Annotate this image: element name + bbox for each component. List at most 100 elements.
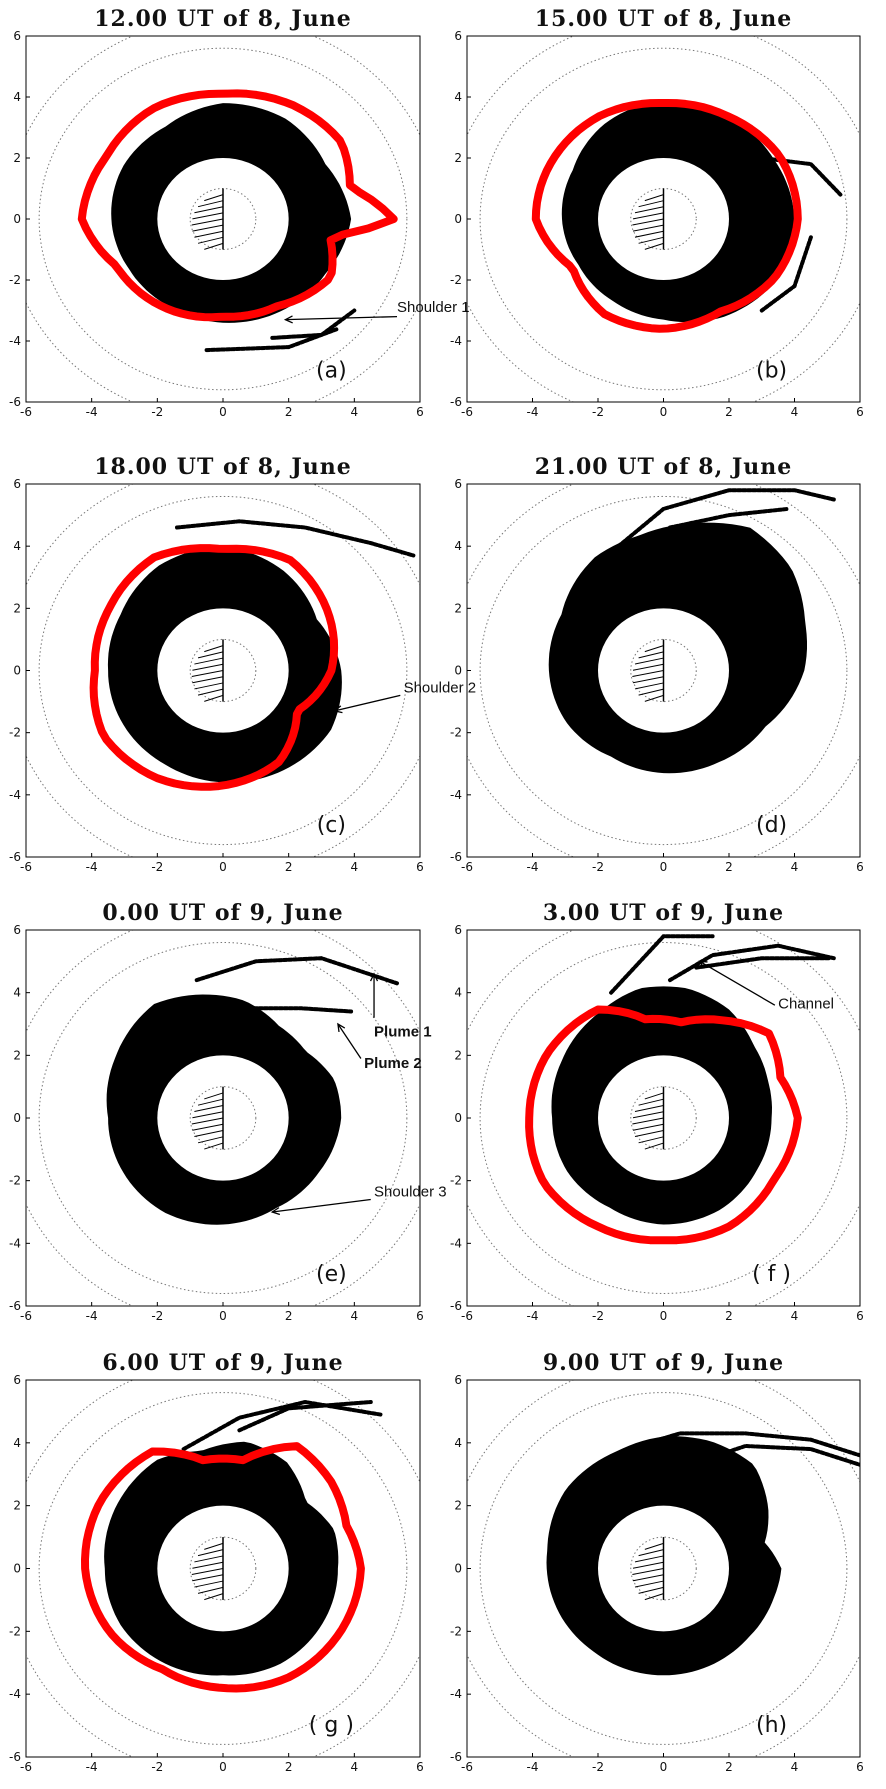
earth-night-hatch [204,194,224,202]
earth-night-hatch [632,218,664,226]
y-tick-label: 6 [454,1373,462,1387]
plume-streak [759,235,813,313]
earth-night-hatch [194,1555,224,1563]
y-tick-label: 6 [13,29,21,43]
plume-streak [668,506,790,530]
earth-night-hatch [192,1123,224,1131]
x-tick-label: 2 [285,405,293,419]
earth-night-hatch [632,663,664,671]
x-tick-label: 0 [660,1309,668,1323]
x-tick-label: 4 [351,860,359,874]
earth-night-hatch [644,242,664,250]
y-tick-label: 0 [13,1111,21,1125]
y-tick-label: 4 [13,1436,21,1450]
panel-label: (a) [316,359,347,384]
x-tick-label: -2 [592,405,604,419]
earth-night-hatch [638,1586,664,1594]
earth-night-hatch [197,1549,224,1557]
orbit-circle [38,47,408,391]
x-tick-label: -4 [86,1760,98,1774]
y-tick-label: -6 [9,1299,21,1313]
y-tick-label: 4 [454,986,462,1000]
arrow-head [698,960,708,969]
plot-area [26,36,420,402]
x-tick-label: 2 [725,1309,733,1323]
y-tick-label: 2 [454,151,462,165]
orbit-circle [38,1392,408,1745]
x-tick-label: -2 [151,1760,163,1774]
plot-area [467,1380,860,1757]
earth-night-hatch [192,1561,224,1569]
x-tick-label: -2 [151,860,163,874]
earth-circle [189,1086,257,1150]
y-tick-label: -6 [450,850,462,864]
x-tick-label: 4 [351,405,359,419]
earth-night-hatch [634,1130,664,1138]
arrow-head [333,705,343,714]
earth-night-hatch [197,1098,224,1106]
panel-title: 6.00 UT of 9, June [102,1350,343,1376]
earth-night-hatch [197,1136,224,1144]
earth-night-hatch [638,1136,664,1144]
x-tick-label: 2 [285,1309,293,1323]
x-tick-label: 2 [285,1760,293,1774]
earth-circle [189,638,257,703]
y-tick-label: -2 [450,1174,462,1188]
x-tick-label: -4 [527,1309,539,1323]
y-tick-label: 6 [13,477,21,491]
x-tick-label: 0 [219,1760,227,1774]
y-tick-label: -6 [9,395,21,409]
y-tick-label: 0 [13,212,21,226]
x-tick-label: 0 [660,860,668,874]
x-tick-label: 4 [791,1760,799,1774]
y-tick-label: 2 [13,1048,21,1062]
annotation-label: Plume 1 [374,1024,432,1041]
x-tick-label: 0 [219,1309,227,1323]
y-tick-label: -2 [9,726,21,740]
y-tick-label: 0 [454,212,462,226]
x-tick-label: -6 [20,405,32,419]
earth-night-hatch [632,1574,664,1582]
plasmapause-boundary [531,99,802,333]
x-tick-label: 2 [725,405,733,419]
earth-night-hatch [634,657,664,665]
annotation-arrow [337,1023,362,1059]
annotation-arrow [699,960,776,1006]
earth-night-hatch [644,1142,664,1150]
x-tick-label: 6 [416,860,424,874]
earth-night-hatch [204,1092,224,1100]
earth-night-hatch [192,212,224,220]
earth-night-hatch [644,645,664,653]
plot-area [467,36,860,402]
earth-night-hatch [192,224,224,232]
x-tick-label: -6 [461,1760,473,1774]
earth-night-hatch [634,230,664,238]
x-tick-label: -6 [20,860,32,874]
plot-area [26,1380,420,1757]
x-tick-label: 6 [416,1309,424,1323]
panel-h: -6-6 -4 -4 -2 -2 0 0 2 2 4 4 6 6 9.00 UT of 9, June (h… [450,1350,864,1774]
earth-night-hatch [632,1117,664,1125]
plasmapause-boundary [77,89,398,322]
earth-night-hatch [644,1542,664,1550]
y-tick-label: 0 [454,664,462,678]
y-tick-label: 4 [454,90,462,104]
earth-night-hatch [634,206,664,214]
x-tick-label: -4 [86,405,98,419]
y-tick-label: -4 [450,334,462,348]
panel-title: 15.00 UT of 8, June [535,6,793,32]
y-tick-label: 6 [454,477,462,491]
x-tick-label: -2 [592,1309,604,1323]
x-tick-label: -2 [151,405,163,419]
panel-d: -6-6 -4 -4 -2 -2 0 0 2 2 4 4 6 6 21.00 UT of 8, June (… [450,454,864,874]
y-tick-label: 4 [13,539,21,553]
earth-circle [189,1536,257,1601]
earth-night-hatch [204,1593,224,1601]
earth-night-hatch [638,1098,664,1106]
y-tick-label: -2 [450,726,462,740]
earth-night-hatch [194,657,224,665]
plume-streak [694,956,833,970]
y-tick-label: 2 [13,1499,21,1513]
plasmapause-boundary [525,1005,802,1245]
